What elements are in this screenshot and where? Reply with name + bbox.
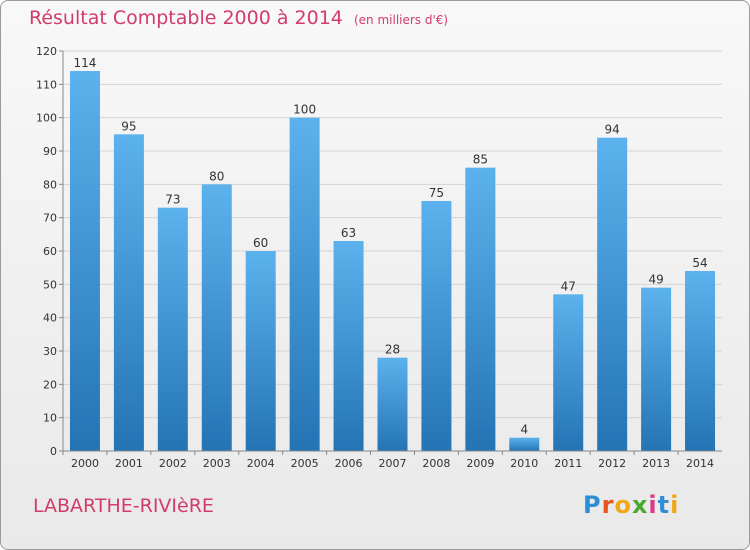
x-tick-label: 2010 bbox=[510, 457, 538, 470]
bar bbox=[113, 134, 144, 452]
logo-letter: t bbox=[657, 491, 671, 519]
y-tick-label: 0 bbox=[50, 445, 57, 458]
y-tick-label: 60 bbox=[43, 245, 57, 258]
x-tick-label: 2007 bbox=[379, 457, 407, 470]
chart-unit-text: (en milliers d'€) bbox=[353, 13, 449, 27]
axes: 0 10 20 30 40 50 60 70 80 90 100 110 120 2000 2001 2002… bbox=[36, 45, 722, 470]
logo-letter: x bbox=[631, 491, 649, 519]
y-tick-label: 110 bbox=[36, 78, 57, 91]
bar bbox=[333, 241, 364, 451]
x-tick-label: 2006 bbox=[335, 457, 363, 470]
bar bbox=[377, 357, 408, 451]
value-label: 80 bbox=[209, 169, 224, 183]
place-name: LABARTHE-RIVIèRE bbox=[33, 495, 214, 517]
bar bbox=[685, 271, 716, 451]
value-label: 47 bbox=[561, 279, 576, 293]
y-tick-label: 120 bbox=[36, 45, 57, 58]
logo-letter: r bbox=[601, 491, 615, 519]
value-label: 60 bbox=[253, 236, 268, 250]
x-tick-label: 2003 bbox=[203, 457, 231, 470]
y-tick-label: 50 bbox=[43, 278, 57, 291]
y-tick-label: 20 bbox=[43, 378, 57, 391]
value-label: 100 bbox=[293, 103, 316, 117]
logo-letter: o bbox=[614, 491, 632, 519]
value-label: 114 bbox=[74, 56, 97, 70]
proxiti-logo: Proxiti bbox=[583, 491, 679, 519]
bar bbox=[509, 437, 540, 451]
x-tick-label: 2002 bbox=[159, 457, 187, 470]
bar bbox=[553, 294, 584, 451]
bar bbox=[421, 201, 452, 451]
bar bbox=[289, 117, 320, 452]
bar bbox=[157, 207, 188, 451]
x-tick-label: 2001 bbox=[115, 457, 143, 470]
x-tick-label: 2014 bbox=[686, 457, 714, 470]
chart-title-text: Résultat Comptable 2000 à 2014 bbox=[29, 7, 343, 29]
x-tick-label: 2004 bbox=[247, 457, 275, 470]
x-tick-label: 2011 bbox=[554, 457, 582, 470]
bars bbox=[69, 71, 716, 452]
value-label: 49 bbox=[648, 273, 663, 287]
logo-letter: P bbox=[583, 491, 602, 519]
y-tick-label: 40 bbox=[43, 312, 57, 325]
bar bbox=[69, 71, 100, 451]
logo-letter: i bbox=[670, 491, 680, 519]
x-tick-label: 2008 bbox=[422, 457, 450, 470]
x-tick-label: 2012 bbox=[598, 457, 626, 470]
value-label: 75 bbox=[429, 186, 444, 200]
value-label: 4 bbox=[520, 423, 528, 437]
y-tick-label: 10 bbox=[43, 412, 57, 425]
logo-letter: i bbox=[648, 491, 658, 519]
value-label: 73 bbox=[165, 193, 180, 207]
y-tick-label: 30 bbox=[43, 345, 57, 358]
x-tick-label: 2009 bbox=[466, 457, 494, 470]
y-tick-label: 100 bbox=[36, 112, 57, 125]
value-label: 54 bbox=[692, 256, 707, 270]
bar bbox=[245, 251, 276, 451]
y-tick-label: 80 bbox=[43, 178, 57, 191]
bar bbox=[641, 287, 672, 451]
chart-title: Résultat Comptable 2000 à 2014 (en milli… bbox=[29, 7, 448, 29]
bar bbox=[201, 184, 232, 452]
value-label: 63 bbox=[341, 226, 356, 240]
value-label: 95 bbox=[121, 119, 136, 133]
y-tick-label: 90 bbox=[43, 145, 57, 158]
y-tick-label: 70 bbox=[43, 212, 57, 225]
bar bbox=[597, 137, 628, 451]
value-label: 28 bbox=[385, 343, 400, 357]
value-label: 85 bbox=[473, 153, 488, 167]
value-label: 94 bbox=[605, 123, 620, 137]
x-tick-label: 2000 bbox=[71, 457, 99, 470]
bar bbox=[465, 167, 496, 451]
value-labels: 114 95 73 80 60 100 63 28 75 85 4 47 94 49 54 bbox=[74, 56, 708, 437]
x-tick-label: 2013 bbox=[642, 457, 670, 470]
x-tick-label: 2005 bbox=[291, 457, 319, 470]
